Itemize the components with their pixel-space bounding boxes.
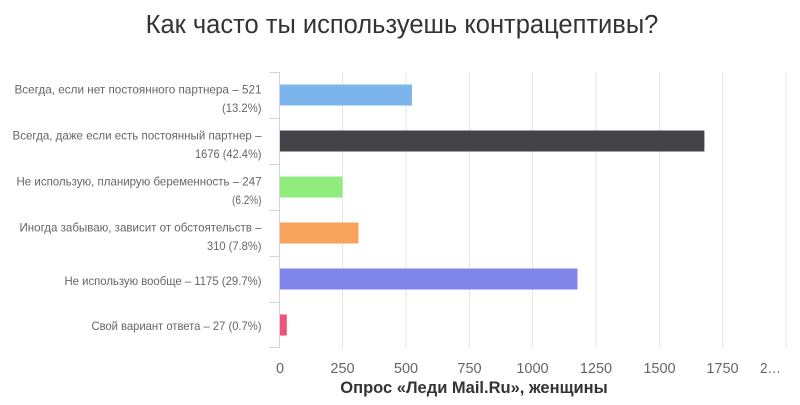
- svg-text:1500: 1500: [643, 361, 675, 377]
- svg-text:1676 (42.4%): 1676 (42.4%): [195, 147, 262, 161]
- svg-text:Свой вариант ответа – 27 (0.7%: Свой вариант ответа – 27 (0.7%): [92, 319, 262, 333]
- svg-text:(13.2%): (13.2%): [222, 101, 262, 115]
- svg-text:1750: 1750: [706, 361, 738, 377]
- svg-text:Не использую вообще – 1175 (29: Не использую вообще – 1175 (29.7%): [65, 274, 262, 288]
- svg-text:0: 0: [276, 361, 284, 377]
- svg-text:500: 500: [394, 361, 418, 377]
- svg-text:Иногда забываю, зависит от обс: Иногда забываю, зависит от обстоятельств…: [20, 221, 262, 235]
- svg-text:1000: 1000: [516, 361, 548, 377]
- svg-text:750: 750: [457, 361, 481, 377]
- svg-text:310 (7.8%): 310 (7.8%): [207, 239, 262, 253]
- svg-text:Опрос «Леди Mail.Ru», женщины: Опрос «Леди Mail.Ru», женщины: [340, 379, 607, 397]
- svg-text:Не использую, планирую беремен: Не использую, планирую беременность – 24…: [17, 175, 262, 189]
- svg-text:(6.2%): (6.2%): [232, 193, 262, 207]
- svg-text:250: 250: [330, 361, 354, 377]
- svg-text:2…: 2…: [760, 361, 781, 377]
- svg-text:Всегда, даже если есть постоян: Всегда, даже если есть постоянный партне…: [13, 129, 262, 143]
- svg-text:1250: 1250: [580, 361, 612, 377]
- svg-text:Как часто ты используешь контр: Как часто ты используешь контрацептивы?: [146, 11, 659, 39]
- svg-text:Всегда, если нет постоянного п: Всегда, если нет постоянного партнера – …: [15, 83, 262, 97]
